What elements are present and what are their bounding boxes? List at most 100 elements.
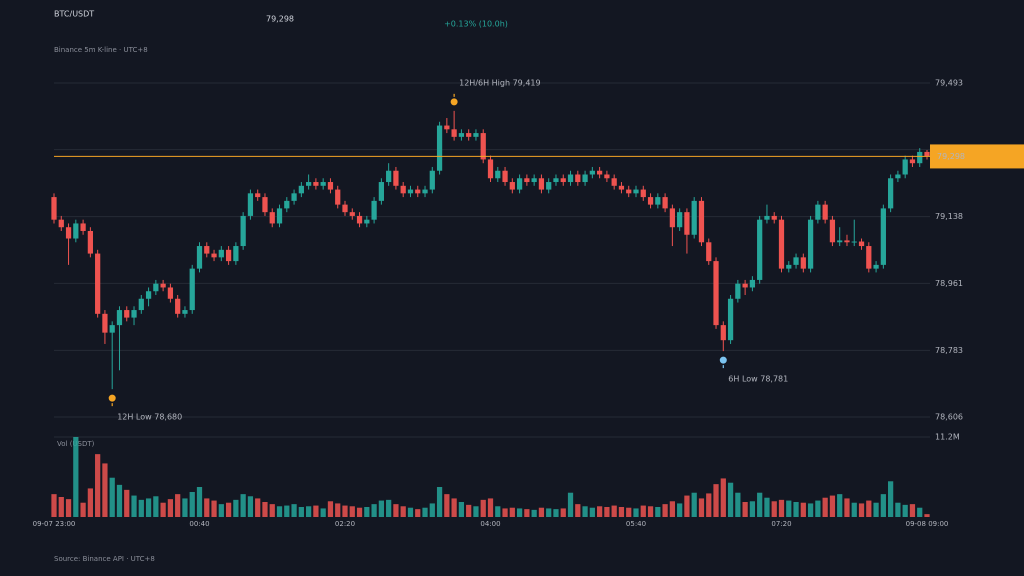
- volume-bar: [844, 498, 850, 517]
- volume-bar: [225, 502, 232, 517]
- volume-bar: [582, 506, 588, 517]
- volume-bar: [196, 487, 203, 517]
- candle-body: [364, 219, 370, 224]
- volume-bar: [342, 505, 348, 517]
- candle-body: [655, 197, 661, 205]
- candle-body: [611, 178, 617, 186]
- y-tick-label: 78,606: [935, 413, 963, 422]
- volume-bar: [247, 496, 254, 517]
- volume-bar: [466, 504, 472, 517]
- candle-body: [131, 310, 137, 318]
- volume-bar: [415, 509, 421, 517]
- candle-body: [189, 268, 195, 311]
- volume-bar: [87, 488, 93, 517]
- candle-body: [895, 174, 901, 179]
- volume-bar: [888, 481, 894, 517]
- candle-body: [393, 170, 399, 186]
- volume-bar: [924, 514, 930, 517]
- volume-bar: [851, 502, 857, 517]
- volume-bar: [662, 504, 668, 517]
- volume-bar: [349, 506, 355, 517]
- candle-body: [182, 310, 188, 314]
- volume-bar: [269, 504, 275, 517]
- candle-body: [662, 197, 668, 209]
- volume-bar: [451, 498, 457, 517]
- volume-bar: [640, 505, 646, 517]
- source: Source: Binance API · UTC+8: [54, 555, 155, 563]
- candle-body: [51, 197, 57, 220]
- volume-bar: [298, 507, 304, 517]
- candle-body: [240, 215, 246, 247]
- x-tick-label: 09-07 23:00: [33, 520, 76, 528]
- candle-body: [167, 287, 174, 299]
- candle-body: [116, 310, 123, 326]
- candle-body: [880, 208, 886, 265]
- volume-bar: [255, 498, 261, 517]
- volume-bar: [604, 507, 610, 517]
- candle-body: [262, 197, 268, 213]
- candle-body: [196, 246, 203, 269]
- volume-bar: [786, 500, 792, 517]
- volume-bar: [669, 501, 675, 517]
- candle-body: [524, 178, 530, 183]
- candle-body: [378, 182, 384, 201]
- volume-bar: [706, 493, 712, 517]
- candle-body: [269, 212, 275, 224]
- volume-bar: [422, 507, 428, 517]
- volume-bar: [524, 509, 530, 517]
- candle-body: [124, 310, 130, 318]
- candle-body: [800, 257, 806, 269]
- candle-body: [204, 246, 210, 254]
- candle-body: [786, 264, 792, 269]
- volume-bar: [124, 489, 130, 517]
- candle-body: [844, 240, 850, 243]
- candle-body: [276, 208, 283, 224]
- candle-body: [466, 133, 472, 137]
- candle-body: [917, 151, 923, 164]
- volume-bar: [771, 501, 777, 517]
- volume-bar: [633, 508, 639, 517]
- volume-bar: [473, 506, 479, 517]
- candle-body: [589, 170, 595, 175]
- candle-body: [713, 261, 719, 326]
- candle-body: [553, 178, 559, 183]
- volume-bar: [284, 505, 290, 517]
- candle-body: [153, 283, 159, 292]
- x-tick-label: 09-08 09:00: [906, 520, 949, 528]
- volume-bar: [837, 494, 843, 517]
- candle-body: [225, 249, 232, 262]
- y-tick-label: 78,783: [935, 346, 963, 355]
- candle-body: [720, 325, 726, 341]
- volume-bar: [335, 503, 341, 517]
- candle-body: [669, 208, 675, 228]
- candle-body: [684, 212, 690, 235]
- candle-body: [582, 174, 588, 183]
- candle-body: [546, 182, 552, 190]
- volume-bar: [902, 504, 908, 517]
- volume-bar: [276, 506, 283, 517]
- volume-bar: [175, 494, 181, 517]
- candle-body: [618, 185, 625, 190]
- volume-bar: [880, 494, 886, 517]
- candle-body: [742, 283, 748, 288]
- annotation-marker: [718, 355, 728, 365]
- candle-body: [480, 133, 486, 160]
- candle-body: [727, 298, 734, 341]
- candle-body: [306, 182, 312, 186]
- candle-body: [58, 219, 64, 228]
- volume-bar: [546, 508, 552, 517]
- candle-body: [604, 174, 610, 179]
- volume-bar: [189, 492, 195, 517]
- candle-body: [73, 223, 79, 239]
- candle-body: [65, 227, 72, 239]
- subtitle: Binance 5m K-line · UTC+8: [54, 46, 148, 54]
- volume-bar: [153, 496, 159, 517]
- candle-body: [400, 185, 406, 194]
- candle-body: [356, 215, 363, 224]
- volume-bar: [393, 504, 399, 517]
- candle-body: [335, 189, 341, 205]
- volume-bar: [691, 492, 697, 517]
- x-tick-label: 04:00: [480, 520, 500, 528]
- volume-bar: [917, 507, 923, 517]
- last-price: 79,298: [266, 15, 294, 24]
